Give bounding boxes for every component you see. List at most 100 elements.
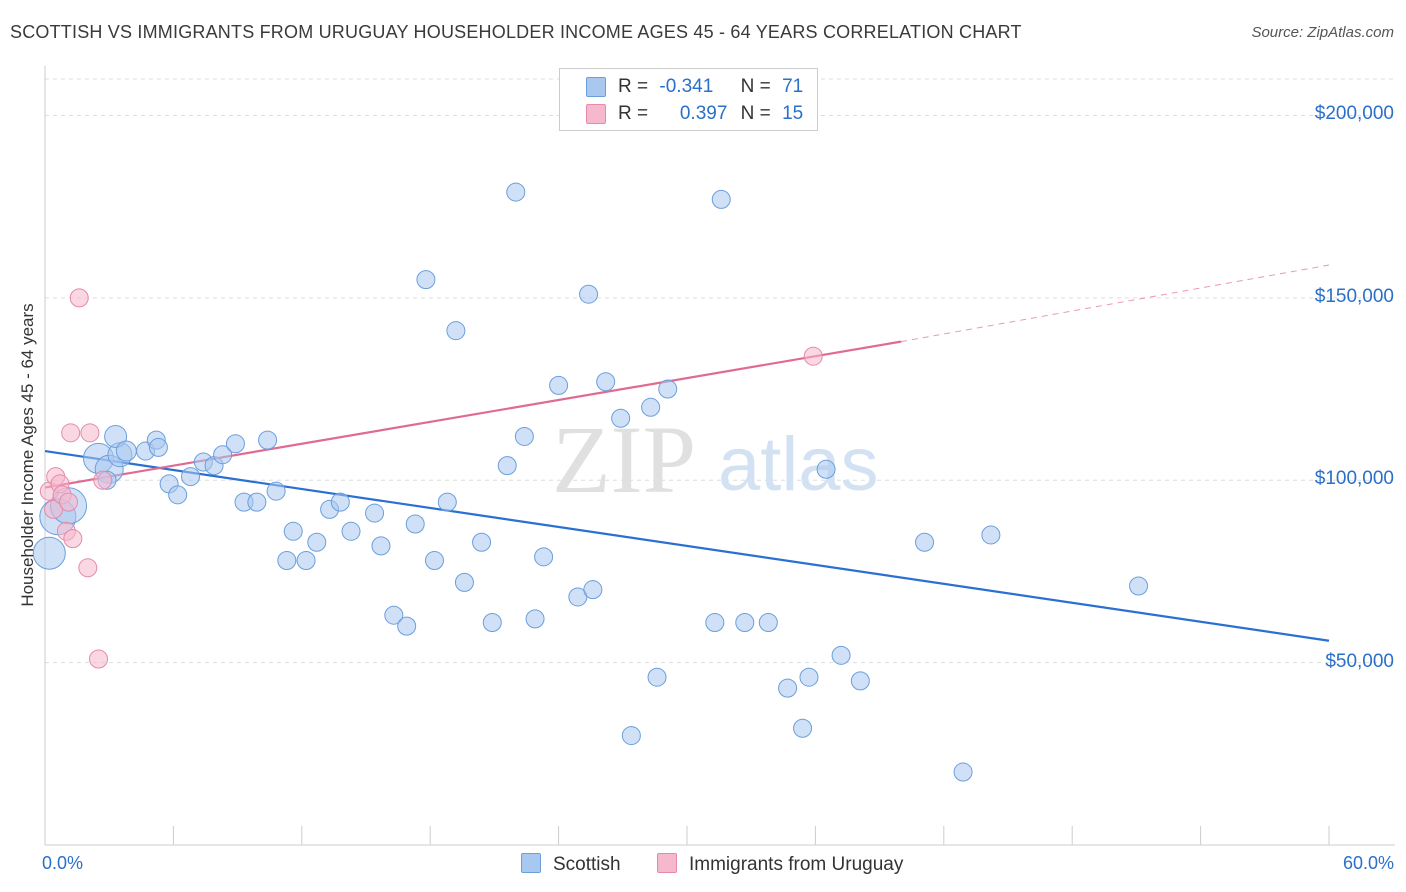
point-scottish bbox=[397, 616, 417, 636]
point-scottish bbox=[115, 440, 137, 462]
point-scottish bbox=[454, 572, 474, 592]
legend-r-value: 0.397 bbox=[679, 103, 728, 124]
data-points bbox=[32, 182, 1149, 782]
point-scottish bbox=[247, 492, 267, 512]
point-scottish bbox=[283, 521, 303, 541]
point-uruguay bbox=[78, 558, 98, 578]
point-scottish bbox=[549, 375, 569, 395]
y-tick-label: $50,000 bbox=[1325, 650, 1394, 672]
point-scottish bbox=[658, 379, 678, 399]
point-scottish bbox=[168, 485, 188, 505]
bottom-legend-label: Immigrants from Uruguay bbox=[689, 854, 904, 875]
trend-lines bbox=[44, 264, 1330, 642]
point-scottish bbox=[384, 605, 404, 625]
point-scottish bbox=[497, 456, 517, 476]
y-axis-label: Householder Income Ages 45 - 64 years bbox=[18, 303, 37, 607]
point-scottish bbox=[341, 521, 361, 541]
point-scottish bbox=[405, 514, 425, 534]
point-scottish bbox=[596, 372, 616, 392]
trend-line-uruguay-extrapolated bbox=[900, 264, 1330, 343]
point-scottish bbox=[277, 550, 297, 570]
point-scottish bbox=[758, 612, 778, 632]
gridlines bbox=[45, 78, 1395, 664]
point-scottish bbox=[330, 492, 350, 512]
point-scottish bbox=[735, 612, 755, 632]
point-scottish bbox=[148, 437, 168, 457]
point-scottish bbox=[32, 536, 66, 570]
point-scottish bbox=[365, 503, 385, 523]
legend-swatch-blue bbox=[586, 77, 606, 97]
y-tick-label: $150,000 bbox=[1314, 285, 1394, 307]
bottom-legend-scottish: Scottish bbox=[521, 853, 621, 876]
point-uruguay bbox=[93, 470, 113, 490]
point-scottish bbox=[621, 726, 641, 746]
source-label: Source: ZipAtlas.com bbox=[1251, 24, 1394, 41]
legend-n-value: 15 bbox=[782, 103, 804, 124]
point-scottish bbox=[705, 612, 725, 632]
point-uruguay bbox=[803, 346, 823, 366]
point-scottish bbox=[225, 434, 245, 454]
point-scottish bbox=[258, 430, 278, 450]
point-scottish bbox=[371, 536, 391, 556]
point-scottish bbox=[296, 550, 316, 570]
trend-line-uruguay bbox=[44, 340, 902, 489]
point-scottish bbox=[981, 525, 1001, 545]
point-scottish bbox=[307, 532, 327, 552]
chart-title: SCOTTISH VS IMMIGRANTS FROM URUGUAY HOUS… bbox=[10, 22, 1022, 42]
point-scottish bbox=[437, 492, 457, 512]
legend-r-value: -0.341 bbox=[659, 76, 714, 97]
legend-r-label: R = bbox=[618, 103, 649, 124]
legend-n-label: N = bbox=[740, 103, 771, 124]
trend-line-scottish bbox=[44, 449, 1330, 642]
point-scottish bbox=[583, 580, 603, 600]
y-tick-label: $100,000 bbox=[1314, 468, 1394, 490]
point-scottish bbox=[506, 182, 526, 202]
point-uruguay bbox=[69, 288, 89, 308]
point-scottish bbox=[711, 189, 731, 209]
point-scottish bbox=[181, 467, 201, 487]
point-scottish bbox=[611, 408, 631, 428]
legend-swatch-pink bbox=[586, 104, 606, 124]
point-scottish bbox=[472, 532, 492, 552]
legend-r-label: R = bbox=[618, 76, 649, 97]
point-scottish bbox=[482, 612, 502, 632]
point-scottish bbox=[778, 678, 798, 698]
point-scottish bbox=[266, 481, 286, 501]
correlation-legend: R = -0.341 N = 71 R = 0.397 N = 15 bbox=[559, 68, 818, 131]
watermark-atlas: atlas bbox=[718, 422, 879, 507]
point-scottish bbox=[579, 284, 599, 304]
bottom-legend-uruguay: Immigrants from Uruguay bbox=[657, 853, 903, 876]
point-scottish bbox=[534, 547, 554, 567]
point-scottish bbox=[915, 532, 935, 552]
x-tick-max: 60.0% bbox=[1342, 853, 1394, 873]
bottom-swatch-blue bbox=[521, 853, 541, 873]
point-scottish bbox=[424, 550, 444, 570]
point-scottish bbox=[953, 762, 973, 782]
point-uruguay bbox=[63, 529, 83, 549]
y-tick-label: $200,000 bbox=[1314, 103, 1394, 125]
point-uruguay bbox=[61, 423, 81, 443]
point-scottish bbox=[525, 609, 545, 629]
point-uruguay bbox=[80, 423, 100, 443]
legend-n-value: 71 bbox=[782, 76, 804, 97]
bottom-legend-label: Scottish bbox=[553, 854, 621, 875]
axes bbox=[44, 66, 1395, 846]
point-scottish bbox=[799, 667, 819, 687]
point-scottish bbox=[793, 718, 813, 738]
x-tick-min: 0.0% bbox=[42, 853, 84, 873]
point-scottish bbox=[514, 426, 534, 446]
point-uruguay bbox=[89, 649, 108, 669]
point-scottish bbox=[831, 645, 851, 665]
point-scottish bbox=[816, 459, 836, 479]
legend-n-label: N = bbox=[740, 76, 771, 97]
point-scottish bbox=[1129, 576, 1149, 596]
point-scottish bbox=[850, 671, 870, 691]
point-scottish bbox=[446, 321, 466, 341]
point-scottish bbox=[647, 667, 667, 687]
bottom-swatch-pink bbox=[657, 853, 677, 873]
point-scottish bbox=[213, 445, 233, 465]
point-uruguay bbox=[59, 492, 79, 512]
point-scottish bbox=[641, 397, 661, 417]
point-scottish bbox=[416, 270, 436, 290]
